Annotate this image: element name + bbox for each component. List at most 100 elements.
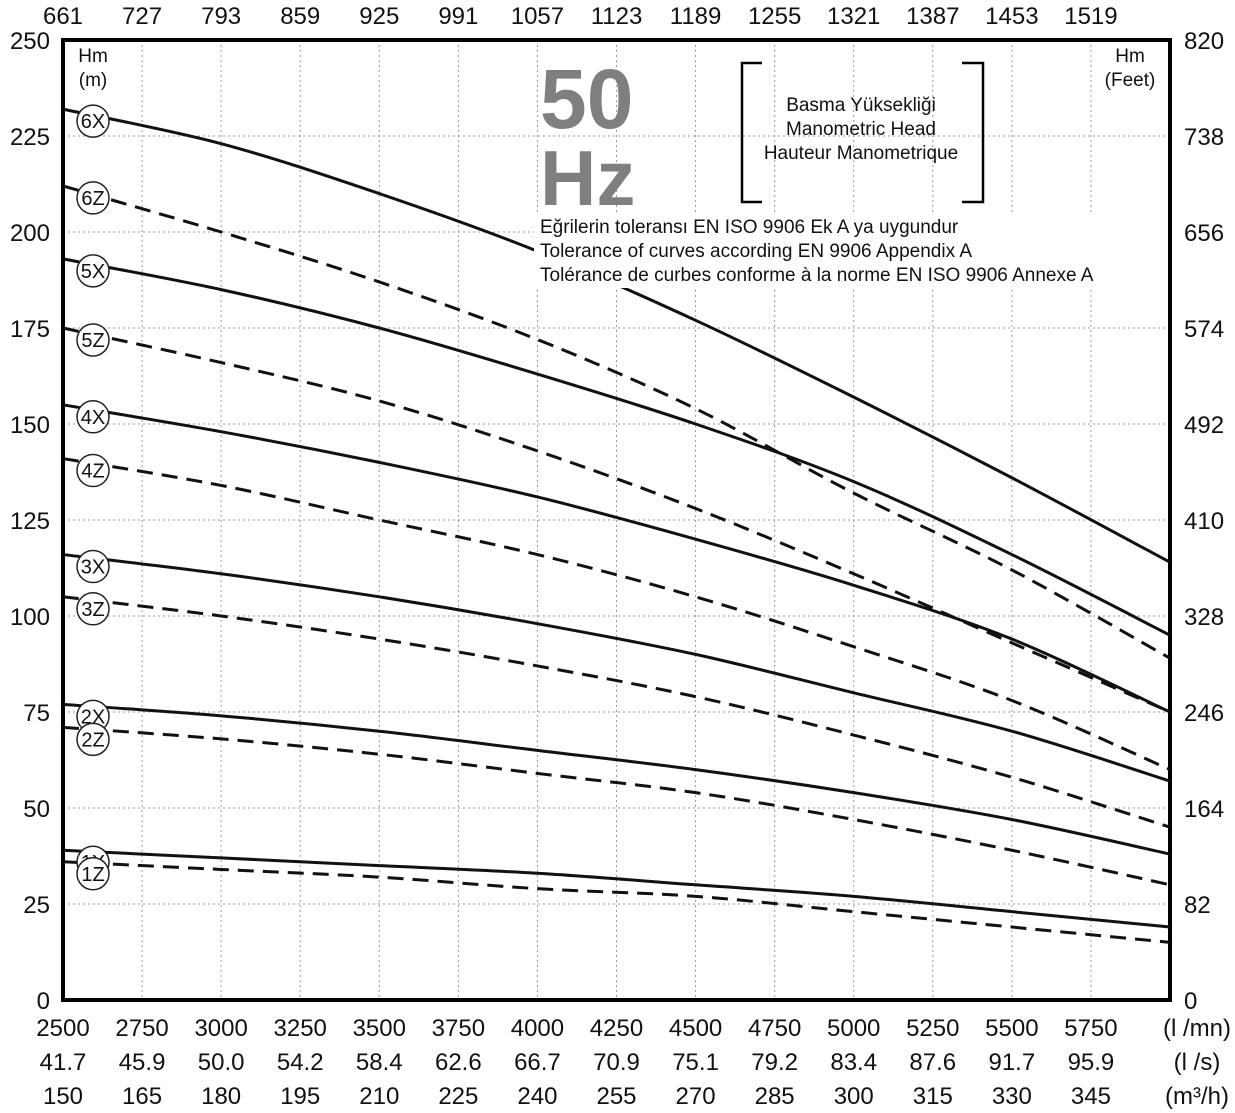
frequency-unit: Hz	[540, 134, 635, 222]
y-tick-left: 150	[10, 412, 50, 439]
curve-label-2z: 2Z	[76, 722, 110, 757]
x-tick-m3h: 270	[676, 1083, 716, 1110]
y-tick-right: 0	[1184, 988, 1197, 1015]
x-unit-lmin: (l /mn)	[1163, 1015, 1231, 1042]
x-tick-m3h: 315	[913, 1083, 953, 1110]
tolerance-line-tr: Eğrilerin toleransı EN ISO 9906 Ek A ya …	[540, 217, 959, 238]
x-unit-ls: (l /s)	[1174, 1049, 1221, 1076]
x-tick-ls: 70.9	[593, 1049, 640, 1076]
y-left-label-line2: (m)	[79, 70, 107, 91]
y-tick-right: 492	[1184, 412, 1224, 439]
y-tick-left: 200	[10, 220, 50, 247]
y-tick-right: 328	[1184, 604, 1224, 631]
y-tick-left: 100	[10, 604, 50, 631]
curve-label-3z: 3Z	[76, 592, 110, 626]
x-tick-lmin: 5500	[985, 1015, 1038, 1042]
curve-3z	[62, 595, 1171, 829]
x-tick-lmin: 3500	[353, 1015, 406, 1042]
curve-4x	[62, 403, 1171, 714]
y-right-label-line2: (Feet)	[1105, 70, 1156, 91]
curve-4z	[62, 457, 1171, 771]
x-tick-m3h: 180	[201, 1083, 241, 1110]
curve-2z	[62, 725, 1171, 887]
x-tick-lmin: 3000	[194, 1015, 247, 1042]
curve-label-4x: 4X	[76, 400, 110, 434]
y-tick-right: 574	[1184, 316, 1224, 343]
x-tick-ls: 45.9	[119, 1049, 166, 1076]
curve-3x	[62, 553, 1171, 783]
x-tick-top: 1123	[591, 3, 643, 30]
x-tick-ls: 58.4	[356, 1049, 403, 1076]
x-tick-top: 1387	[906, 3, 959, 30]
y-tick-right: 738	[1184, 124, 1224, 151]
x-unit-m3h: (m³/h)	[1165, 1083, 1229, 1110]
x-tick-top: 859	[280, 3, 320, 30]
x-tick-top: 793	[201, 3, 241, 30]
curve-5z	[62, 326, 1171, 714]
svg-text:1Z: 1Z	[81, 864, 104, 886]
legend-line-fr: Hauteur Manometrique	[764, 143, 958, 164]
x-tick-m3h: 300	[834, 1083, 874, 1110]
x-tick-lmin: 4500	[669, 1015, 722, 1042]
x-tick-ls: 79.2	[751, 1049, 798, 1076]
x-tick-top: 991	[438, 3, 478, 30]
curve-1x	[62, 848, 1171, 929]
x-tick-lmin: 5750	[1064, 1015, 1117, 1042]
x-tick-m3h: 330	[992, 1083, 1032, 1110]
x-tick-ls: 62.6	[435, 1049, 482, 1076]
tolerance-line-fr: Tolérance de curbes conforme à la norme …	[540, 265, 1094, 286]
x-tick-ls: 95.9	[1068, 1049, 1115, 1076]
x-tick-top: 1453	[985, 3, 1038, 30]
y-tick-left: 25	[23, 892, 50, 919]
legend-line-en: Manometric Head	[786, 119, 936, 140]
y-tick-right: 246	[1184, 700, 1224, 727]
x-tick-top: 925	[359, 3, 399, 30]
tolerance-note: Eğrilerin toleransı EN ISO 9906 Ek A ya …	[534, 213, 1166, 288]
y-tick-right: 82	[1184, 892, 1211, 919]
x-tick-m3h: 225	[438, 1083, 478, 1110]
x-tick-ls: 66.7	[514, 1049, 561, 1076]
x-tick-m3h: 345	[1071, 1083, 1111, 1110]
curve-labels: 6X6Z5X5Z4X4Z3X3Z2X2Z1X1Z	[76, 104, 110, 891]
svg-text:2Z: 2Z	[81, 729, 104, 751]
x-tick-ls: 54.2	[277, 1049, 324, 1076]
x-tick-top: 1255	[748, 3, 801, 30]
x-tick-m3h: 210	[359, 1083, 399, 1110]
frequency-value: 50	[540, 52, 633, 146]
curve-label-1z: 1Z	[76, 857, 110, 891]
svg-text:2X: 2X	[81, 706, 105, 728]
x-tick-ls: 75.1	[672, 1049, 719, 1076]
tolerance-line-en: Tolerance of curves according EN 9906 Ap…	[540, 241, 972, 262]
x-tick-ls: 83.4	[830, 1049, 877, 1076]
y-tick-right: 820	[1184, 28, 1224, 55]
y-tick-left: 0	[37, 988, 50, 1015]
x-tick-m3h: 165	[122, 1083, 162, 1110]
curve-label-6z: 6Z	[76, 181, 110, 215]
x-tick-top: 727	[122, 3, 162, 30]
y-left-label-line1: Hm	[78, 46, 108, 67]
svg-text:3Z: 3Z	[81, 599, 104, 621]
svg-text:4Z: 4Z	[81, 461, 104, 483]
curve-label-3x: 3X	[76, 549, 110, 584]
svg-text:5X: 5X	[81, 261, 105, 283]
y-tick-left: 250	[10, 28, 50, 55]
y-tick-left: 75	[23, 700, 50, 727]
x-tick-top: 1321	[827, 3, 880, 30]
svg-text:5Z: 5Z	[81, 330, 104, 352]
performance-curves	[62, 107, 1171, 944]
y-tick-right: 164	[1184, 796, 1224, 823]
curve-label-6x: 6X	[76, 104, 110, 138]
svg-text:6Z: 6Z	[81, 188, 104, 210]
x-tick-top: 661	[43, 3, 83, 30]
head-legend-box: Basma Yüksekliği Manometric Head Hauteur…	[740, 61, 985, 204]
x-tick-top: 1519	[1064, 3, 1117, 30]
y-right-label-line1: Hm	[1115, 46, 1145, 67]
y-tick-right: 656	[1184, 220, 1224, 247]
y-tick-left: 50	[23, 796, 50, 823]
x-tick-lmin: 5250	[906, 1015, 959, 1042]
curve-label-2x: 2X	[76, 699, 110, 734]
x-tick-lmin: 2500	[36, 1015, 89, 1042]
x-tick-lmin: 5000	[827, 1015, 880, 1042]
x-tick-m3h: 195	[280, 1083, 320, 1110]
curve-label-5x: 5X	[76, 254, 110, 288]
